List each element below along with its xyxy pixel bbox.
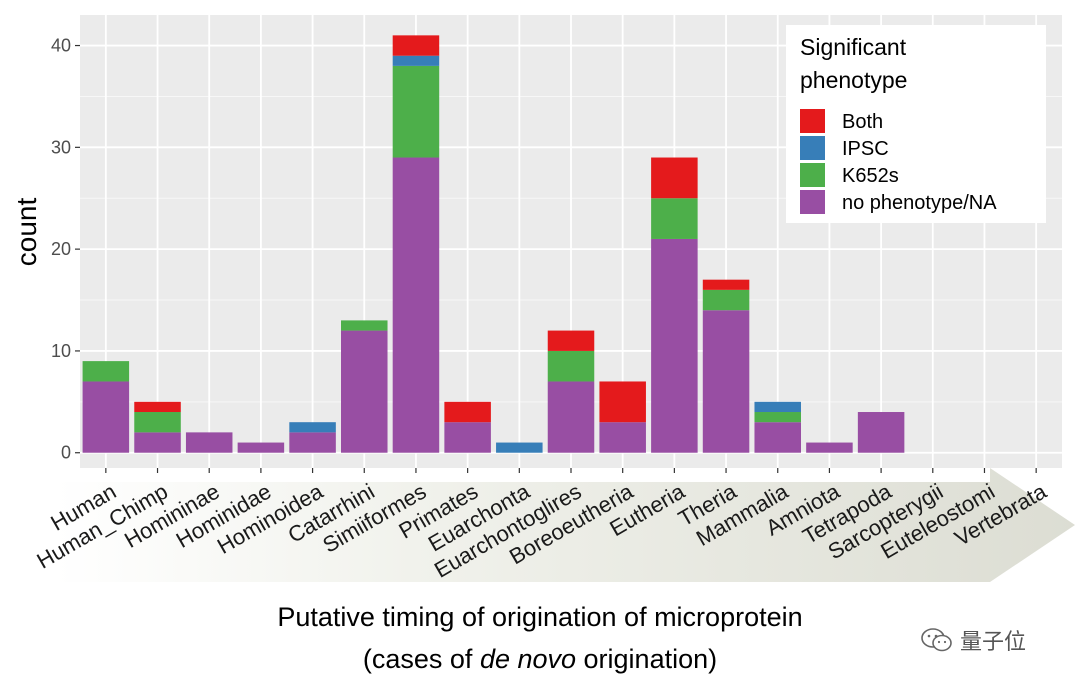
bar-segment [651,198,698,239]
bar-segment [496,442,543,453]
bar-segment [754,422,801,453]
legend-title: Significant [800,34,907,60]
y-tick-label: 20 [51,239,71,259]
timeline-arrow [55,468,1075,582]
y-tick-label: 0 [61,443,71,463]
bar-segment [857,412,905,453]
legend-swatch [800,109,825,133]
bar-segment [599,422,646,453]
bar-segment [702,310,750,453]
bar-segment [82,361,130,382]
bar-segment [651,157,698,199]
y-axis-label: count [11,198,42,267]
bar-segment [134,401,181,413]
bar-segment [392,55,440,66]
bar-segment [702,279,750,290]
x-axis-title-post: origination) [576,644,718,674]
bar-segment [289,422,336,433]
bar-segment [392,65,440,158]
bar-segment [237,442,285,453]
bar-segment [185,432,233,453]
legend-label: IPSC [842,138,889,160]
bar-segment [341,320,388,331]
y-tick-label: 30 [51,137,71,157]
bar-segment [444,401,491,423]
y-tick-label: 10 [51,341,71,361]
watermark: 量子位 [920,620,1070,660]
x-axis-title-line1: Putative timing of origination of microp… [277,602,803,632]
x-axis-title-line2: (cases of de novo origination) [0,644,1080,675]
legend-title: phenotype [800,67,907,93]
bar-segment [806,442,853,453]
legend-label: Both [842,111,883,133]
bar-segment [547,381,595,453]
bar-segment [651,238,698,453]
watermark-text: 量子位 [960,630,1027,655]
legend: Significant phenotype Both IPSC K652s no phen… [786,25,1046,223]
legend-swatch [800,136,825,160]
x-axis-title-pre: (cases of [362,644,480,674]
bar-segment [754,412,801,423]
legend-label: K652s [842,165,899,187]
bar-segment [547,350,595,382]
bar-segment [702,289,750,311]
legend-swatch [800,163,825,187]
bar-segment [392,35,440,56]
bar-segment [134,412,181,433]
bar-segment [289,432,336,453]
y-tick-label: 40 [51,36,71,56]
bar-segment [754,401,801,413]
x-axis-title-italic: de novo [479,644,577,674]
bar-segment [547,330,595,351]
legend-label: no phenotype/NA [842,192,997,214]
wechat-icon [921,628,952,652]
y-axis-ticks: 0 10 20 30 40 [51,36,80,463]
bar-segment [392,157,440,453]
bar-segment [82,381,130,453]
bars [82,35,905,453]
bar-segment [134,432,181,453]
bar-segment [341,330,388,453]
legend-swatch [800,190,825,214]
legend-box [786,25,1046,223]
bar-segment [444,422,491,453]
bar-segment [599,381,646,423]
